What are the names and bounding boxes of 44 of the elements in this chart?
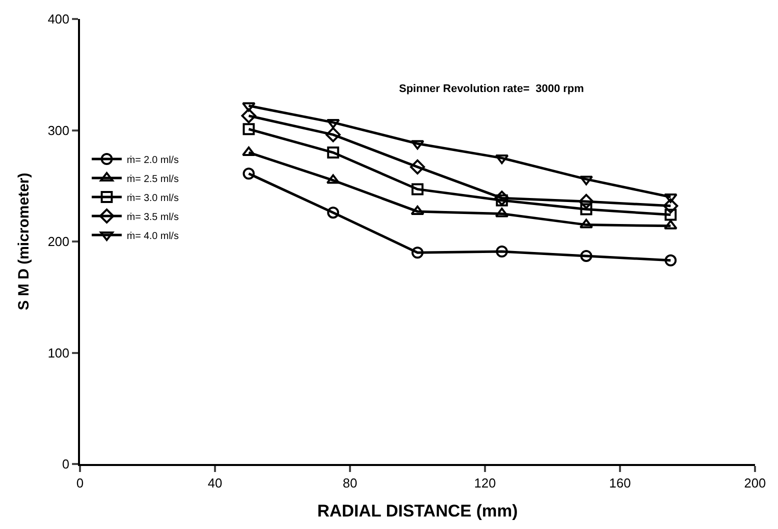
point [412, 183, 424, 196]
point [242, 123, 255, 136]
point [578, 194, 594, 209]
point [494, 190, 510, 206]
x-tick-label: 120 [474, 476, 496, 491]
legend-label: ṁ= 3.5 ml/s [126, 212, 179, 223]
point [327, 206, 340, 219]
point [410, 159, 425, 174]
point [242, 168, 255, 180]
point [410, 205, 424, 215]
point [664, 254, 677, 266]
y-tick-label: 400 [48, 12, 70, 27]
point [241, 108, 256, 124]
y-tick-label: 200 [48, 234, 70, 250]
point [326, 118, 340, 128]
y-tick-label: 0 [62, 456, 70, 472]
x-tick-label: 80 [342, 476, 358, 491]
legend-label: ṁ= 3.0 ml/s [126, 192, 179, 204]
point [496, 194, 508, 206]
point [495, 154, 509, 164]
legend-label: ṁ= 4.0 ml/s [126, 230, 179, 242]
x-tick-label: 200 [744, 476, 766, 491]
point [326, 174, 340, 184]
point [496, 246, 508, 258]
y-axis-title: S M D (micrometer) [15, 172, 32, 310]
annotation: Spinner Revolution rate= 3000 rpm [399, 83, 584, 95]
legend-label: ṁ= 2.5 ml/s [126, 174, 179, 185]
x-axis-title: RADIAL DISTANCE (mm) [317, 502, 518, 520]
point [663, 198, 678, 214]
y-tick-label: 100 [48, 345, 70, 360]
legend-label: ṁ= 2.0 ml/s [126, 154, 179, 166]
point [664, 208, 677, 221]
x-tick-label: 0 [76, 476, 84, 491]
point [327, 146, 340, 158]
point [580, 203, 592, 216]
point [410, 140, 424, 150]
point [412, 246, 424, 259]
y-tick-label: 300 [48, 122, 70, 138]
point [326, 127, 341, 142]
x-tick-label: 160 [609, 476, 631, 491]
point [495, 208, 509, 218]
x-tick-label: 40 [208, 476, 222, 491]
point [580, 250, 592, 262]
point [664, 220, 678, 230]
